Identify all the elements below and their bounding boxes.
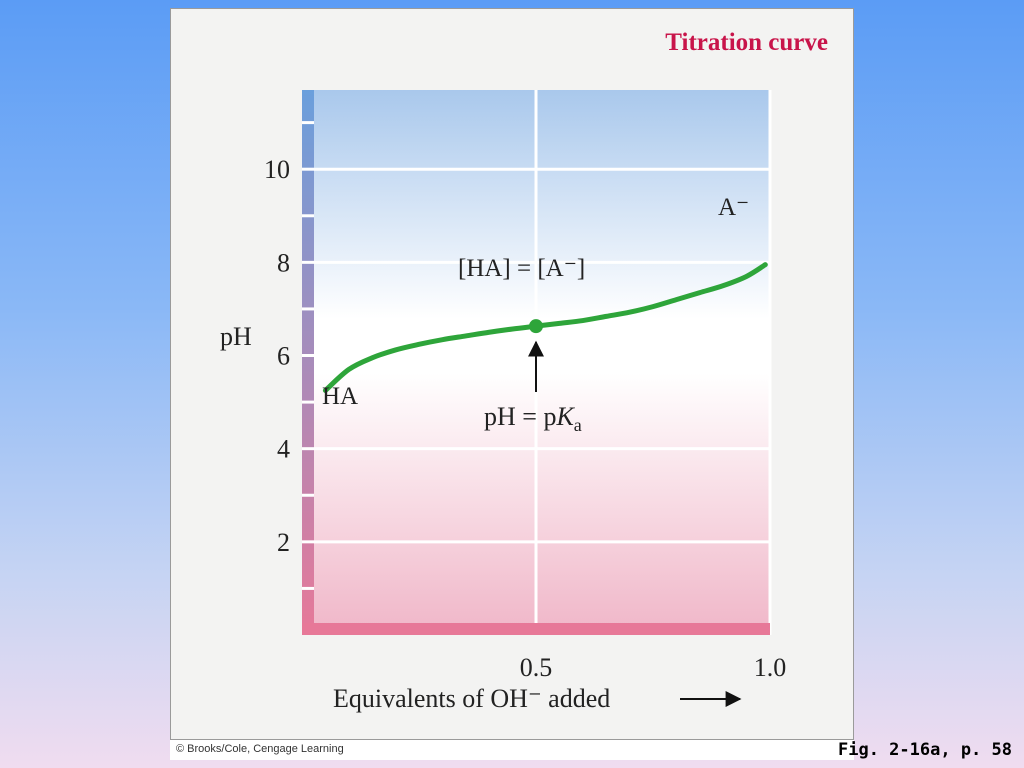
pka-point [529,319,543,334]
label-ha: HA [322,383,358,410]
x-tick-label: 1.0 [754,653,787,682]
label-a-minus: A⁻ [718,194,749,221]
x-tick-labels: 0.5 1.0 [520,653,787,682]
y-tick-marks [302,121,314,590]
y-axis-bar [302,90,314,635]
x-axis-bar [302,623,770,635]
figure-reference: Fig. 2-16a, p. 58 [838,740,1012,760]
x-axis-label: Equivalents of OH⁻ added [333,684,610,713]
label-equal-concentration: [HA] = [A⁻] [458,255,585,282]
titration-curve-line [322,262,768,393]
y-tick-label: 4 [277,435,290,464]
y-tick-label: 6 [277,342,290,371]
credit-strip: © Brooks/Cole, Cengage Learning [170,740,854,760]
chart-title: Titration curve [665,29,828,56]
label-ph-equals-pka: pH = pKa [484,402,582,435]
y-tick-label: 2 [277,528,290,557]
x-tick-label: 0.5 [520,653,553,682]
copyright-credit: © Brooks/Cole, Cengage Learning [176,743,344,755]
y-tick-label: 10 [264,155,290,184]
y-tick-label: 8 [277,248,290,277]
y-tick-labels: 2 4 6 8 10 [264,155,290,557]
y-axis-label: pH [220,322,252,351]
